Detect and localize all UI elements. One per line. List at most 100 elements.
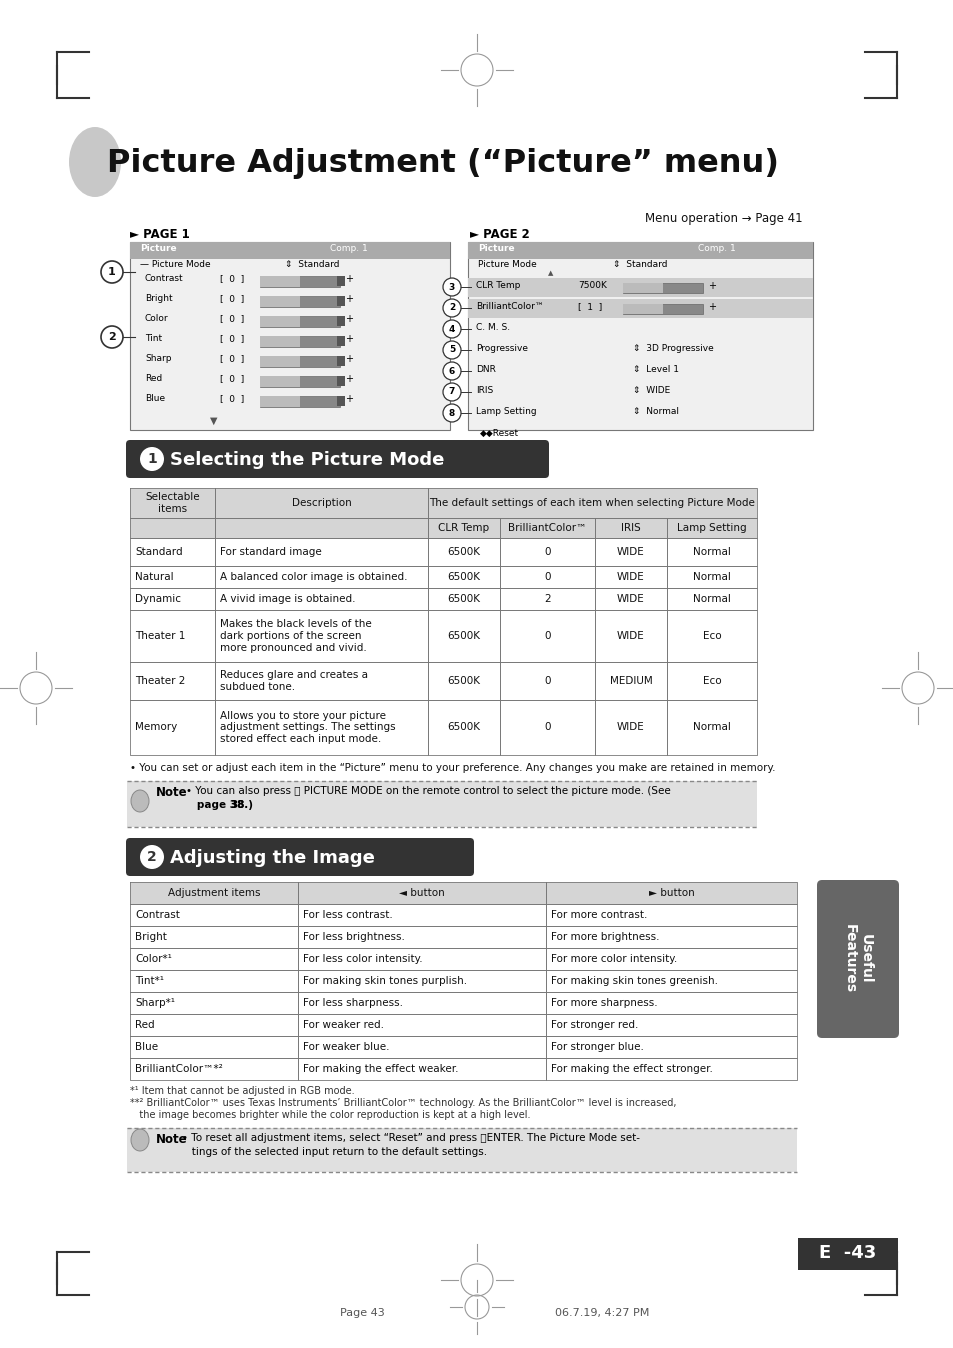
Text: +: + <box>345 274 353 284</box>
Text: Description: Description <box>292 497 351 508</box>
Bar <box>260 376 339 387</box>
Text: Memory: Memory <box>135 723 177 732</box>
Text: 6500K: 6500K <box>447 547 480 557</box>
Text: CLR Temp: CLR Temp <box>438 523 489 532</box>
Bar <box>260 315 299 328</box>
Text: tings of the selected input return to the default settings.: tings of the selected input return to th… <box>182 1147 487 1157</box>
FancyBboxPatch shape <box>126 439 548 479</box>
Circle shape <box>442 341 460 359</box>
Text: 1: 1 <box>108 267 115 276</box>
Bar <box>260 356 339 367</box>
Text: Blue: Blue <box>135 1042 158 1051</box>
Text: ⇕  Standard: ⇕ Standard <box>613 260 667 270</box>
Text: Normal: Normal <box>692 723 730 732</box>
Text: ◄ button: ◄ button <box>398 888 444 898</box>
Text: For less brightness.: For less brightness. <box>303 931 404 942</box>
Text: Adjusting the Image: Adjusting the Image <box>170 849 375 867</box>
Text: Normal: Normal <box>692 547 730 557</box>
Bar <box>468 243 812 259</box>
Text: BrilliantColor™*²: BrilliantColor™*² <box>135 1064 222 1074</box>
Text: ► button: ► button <box>648 888 694 898</box>
Text: Note: Note <box>156 1134 188 1146</box>
Ellipse shape <box>131 790 149 811</box>
Circle shape <box>101 326 123 348</box>
Bar <box>336 356 345 367</box>
Text: Selectable
items: Selectable items <box>145 492 199 514</box>
Bar <box>336 396 345 406</box>
Text: 6500K: 6500K <box>447 631 480 642</box>
Text: Eco: Eco <box>702 631 720 642</box>
Text: ⇕  Normal: ⇕ Normal <box>633 407 679 417</box>
Bar <box>595 518 666 538</box>
Text: For stronger red.: For stronger red. <box>551 1020 638 1030</box>
Text: Comp. 1: Comp. 1 <box>698 244 735 253</box>
Circle shape <box>442 404 460 422</box>
Text: 5: 5 <box>449 345 455 355</box>
Bar <box>260 297 339 307</box>
Bar <box>622 283 662 293</box>
Text: [  0  ]: [ 0 ] <box>220 274 244 283</box>
Text: BrilliantColor™: BrilliantColor™ <box>476 302 543 311</box>
Text: C. M. S.: C. M. S. <box>476 324 510 332</box>
Text: Contrast: Contrast <box>145 274 183 283</box>
Text: Note: Note <box>156 786 188 799</box>
Text: A vivid image is obtained.: A vivid image is obtained. <box>220 594 355 604</box>
Ellipse shape <box>131 1130 149 1151</box>
Bar <box>260 396 299 407</box>
Bar <box>622 305 662 314</box>
Text: WIDE: WIDE <box>617 594 644 604</box>
Text: Bright: Bright <box>135 931 167 942</box>
Text: Sharp: Sharp <box>145 355 172 363</box>
Text: 0: 0 <box>543 723 550 732</box>
Text: Picture Mode: Picture Mode <box>477 260 537 270</box>
Text: [  0  ]: [ 0 ] <box>220 373 244 383</box>
Text: page 38.): page 38.) <box>186 799 253 810</box>
Bar <box>666 518 757 538</box>
Text: For making skin tones greenish.: For making skin tones greenish. <box>551 976 718 985</box>
Text: 1: 1 <box>147 452 156 466</box>
Text: Progressive: Progressive <box>476 344 527 353</box>
Text: Page 43: Page 43 <box>339 1308 384 1318</box>
Text: Reduces glare and creates a
subdued tone.: Reduces glare and creates a subdued tone… <box>220 670 368 692</box>
Text: Tint: Tint <box>145 334 162 342</box>
Text: Comp. 1: Comp. 1 <box>330 244 367 253</box>
Bar <box>130 882 297 905</box>
Bar <box>336 376 345 386</box>
Text: 4: 4 <box>448 325 455 333</box>
Circle shape <box>442 299 460 317</box>
Bar <box>797 1237 897 1270</box>
Bar <box>336 315 345 326</box>
FancyBboxPatch shape <box>816 880 898 1038</box>
Text: 0: 0 <box>543 675 550 686</box>
Bar <box>130 518 214 538</box>
Circle shape <box>442 319 460 338</box>
Text: Theater 1: Theater 1 <box>135 631 185 642</box>
Text: +: + <box>707 280 716 291</box>
Text: Normal: Normal <box>692 572 730 582</box>
Bar <box>336 336 345 346</box>
Bar <box>130 488 214 518</box>
Text: Standard: Standard <box>135 547 182 557</box>
Text: A balanced color image is obtained.: A balanced color image is obtained. <box>220 572 407 582</box>
Text: For more brightness.: For more brightness. <box>551 931 659 942</box>
Text: ⇕  3D Progressive: ⇕ 3D Progressive <box>633 344 713 353</box>
Text: The default settings of each item when selecting Picture Mode: The default settings of each item when s… <box>429 497 755 508</box>
Text: For more color intensity.: For more color intensity. <box>551 954 677 964</box>
Text: For more contrast.: For more contrast. <box>551 910 647 919</box>
Text: [  0  ]: [ 0 ] <box>220 355 244 363</box>
Text: +: + <box>345 373 353 384</box>
Text: Sharp*¹: Sharp*¹ <box>135 998 174 1008</box>
Text: 6500K: 6500K <box>447 723 480 732</box>
Bar <box>428 518 499 538</box>
Text: MEDIUM: MEDIUM <box>609 675 652 686</box>
Text: IRIS: IRIS <box>476 386 493 395</box>
Text: 7: 7 <box>448 387 455 396</box>
Text: +: + <box>345 355 353 364</box>
Text: WIDE: WIDE <box>617 723 644 732</box>
Text: Tint*¹: Tint*¹ <box>135 976 164 985</box>
Bar <box>260 336 339 346</box>
Text: Allows you to store your picture
adjustment settings. The settings
stored effect: Allows you to store your picture adjustm… <box>220 710 395 744</box>
Text: 0: 0 <box>543 547 550 557</box>
Text: For stronger blue.: For stronger blue. <box>551 1042 643 1051</box>
Text: [  0  ]: [ 0 ] <box>220 394 244 403</box>
